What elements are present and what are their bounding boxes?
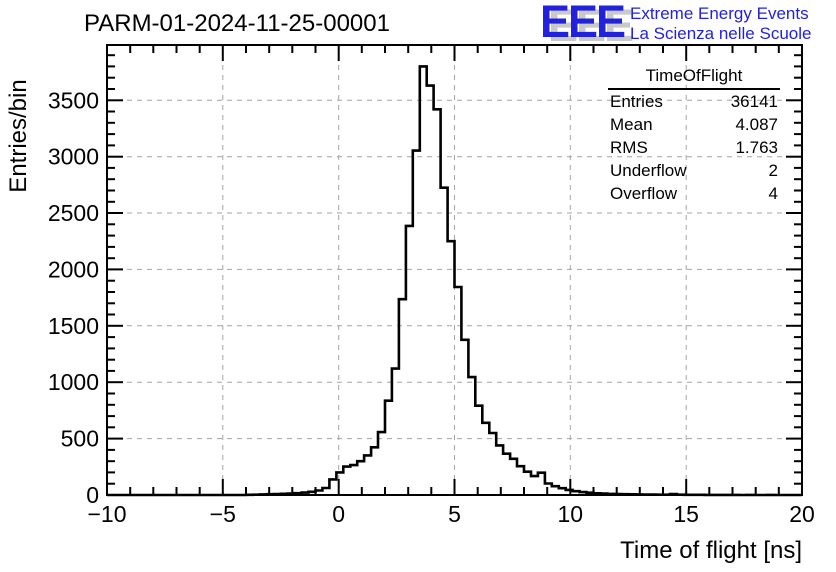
stats-value: 36141 (730, 92, 778, 111)
x-tick-label: 0 (332, 501, 345, 527)
y-axis-title: Entries/bin (5, 79, 32, 192)
y-tick-label: 2500 (48, 200, 99, 226)
stats-value: 1.763 (735, 138, 778, 157)
x-tick-label: 20 (789, 501, 815, 527)
x-axis-title: Time of flight [ns] (620, 537, 802, 564)
y-tick-label: 3500 (48, 87, 99, 113)
x-tick-label: 15 (673, 501, 699, 527)
stats-value: 4 (768, 184, 778, 203)
stats-title: TimeOfFlight (608, 66, 780, 90)
stats-row-overflow: Overflow 4 (608, 182, 780, 205)
stats-row-underflow: Underflow 2 (608, 159, 780, 182)
stats-row-mean: Mean 4.087 (608, 113, 780, 136)
stats-label: Entries (610, 92, 663, 111)
eee-logo-shadow: EEE (548, 0, 634, 51)
y-tick-label: 500 (61, 426, 99, 452)
y-tick-label: 2000 (48, 256, 99, 282)
plot-title: PARM-01-2024-11-25-00001 (84, 10, 390, 37)
stats-box: TimeOfFlight Entries 36141 Mean 4.087 RM… (608, 66, 780, 205)
stats-label: Overflow (610, 184, 678, 203)
x-tick-label: −10 (87, 501, 126, 527)
x-tick-label: −5 (210, 501, 236, 527)
eee-logo-acronym: EEE EEE (540, 0, 634, 48)
eee-logo-text: EEE (540, 0, 626, 47)
eee-logo: EEE EEE Extreme Energy Events La Scienza… (540, 0, 811, 48)
y-tick-label: 1000 (48, 369, 99, 395)
stats-label: RMS (610, 138, 648, 157)
stats-label: Mean (610, 115, 653, 134)
eee-logo-tagline: Extreme Energy Events La Scienza nelle S… (630, 4, 830, 44)
stats-row-entries: Entries 36141 (608, 90, 780, 113)
x-tick-label: 5 (448, 501, 461, 527)
eee-logo-line-1: Extreme Energy Events (630, 4, 809, 23)
stats-row-rms: RMS 1.763 (608, 136, 780, 159)
stats-label: Underflow (610, 161, 687, 180)
stats-value: 2 (768, 161, 778, 180)
y-tick-label: 0 (86, 482, 99, 508)
eee-logo-line-2: La Scienza nelle Scuole (630, 24, 812, 43)
stats-value: 4.087 (735, 115, 778, 134)
y-tick-label: 1500 (48, 313, 99, 339)
y-tick-label: 3000 (48, 144, 99, 170)
x-tick-label: 10 (558, 501, 584, 527)
